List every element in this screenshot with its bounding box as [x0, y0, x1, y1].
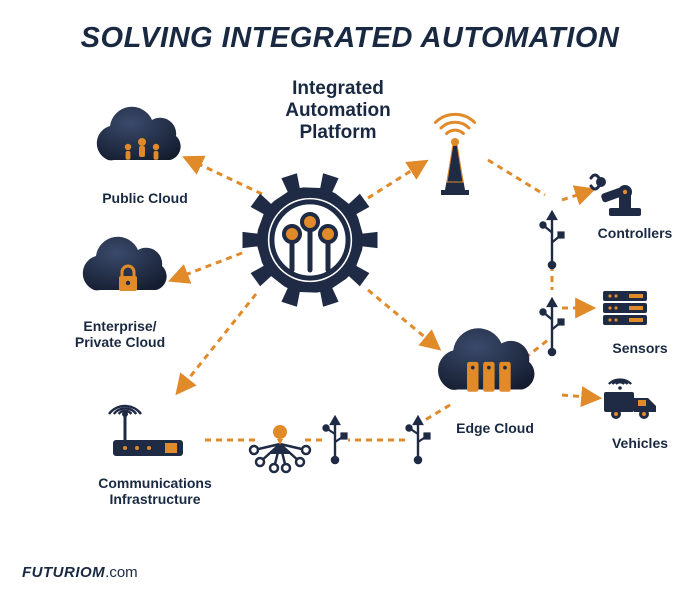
- arrow-to-enterprise: [172, 253, 242, 280]
- arrow-to-comms: [178, 294, 256, 392]
- arrow-to-antenna-r: [488, 160, 545, 195]
- arrow-to-vehicles: [562, 395, 598, 398]
- cloud-servers-icon: [438, 328, 534, 392]
- usb-icon: [406, 417, 429, 463]
- arrow-to-controllers: [562, 190, 592, 200]
- enterprise-cloud-label: Enterprise/Private Cloud: [60, 318, 180, 350]
- public-cloud-label: Public Cloud: [90, 190, 200, 206]
- cloud-people-icon: [97, 107, 181, 161]
- arrows: [172, 158, 598, 440]
- arrow-to-public: [186, 158, 262, 194]
- comm-infra-label: CommunicationsInfrastructure: [80, 475, 230, 507]
- usb-icon: [540, 299, 563, 355]
- server-stack-icon: [603, 291, 647, 325]
- robot-arm-icon: [591, 175, 641, 216]
- usb-icon: [323, 417, 346, 463]
- truck-icon: [604, 379, 656, 419]
- antenna-icon: [435, 114, 474, 195]
- usb-icon: [540, 212, 563, 268]
- arrow-to-antenna-l: [368, 162, 425, 198]
- footer-brand: FUTURIOM.com: [22, 564, 138, 581]
- network-hub-icon: [250, 425, 310, 472]
- gear-hub-icon: [242, 173, 377, 306]
- vehicles-label: Vehicles: [595, 435, 685, 451]
- arrow-bottom-edge-r: [425, 405, 450, 420]
- edge-cloud-label: Edge Cloud: [440, 420, 550, 436]
- controllers-label: Controllers: [585, 225, 685, 241]
- cloud-lock-icon: [83, 237, 167, 291]
- arrow-to-edge: [368, 290, 438, 348]
- router-icon: [109, 406, 183, 456]
- sensors-label: Sensors: [595, 340, 685, 356]
